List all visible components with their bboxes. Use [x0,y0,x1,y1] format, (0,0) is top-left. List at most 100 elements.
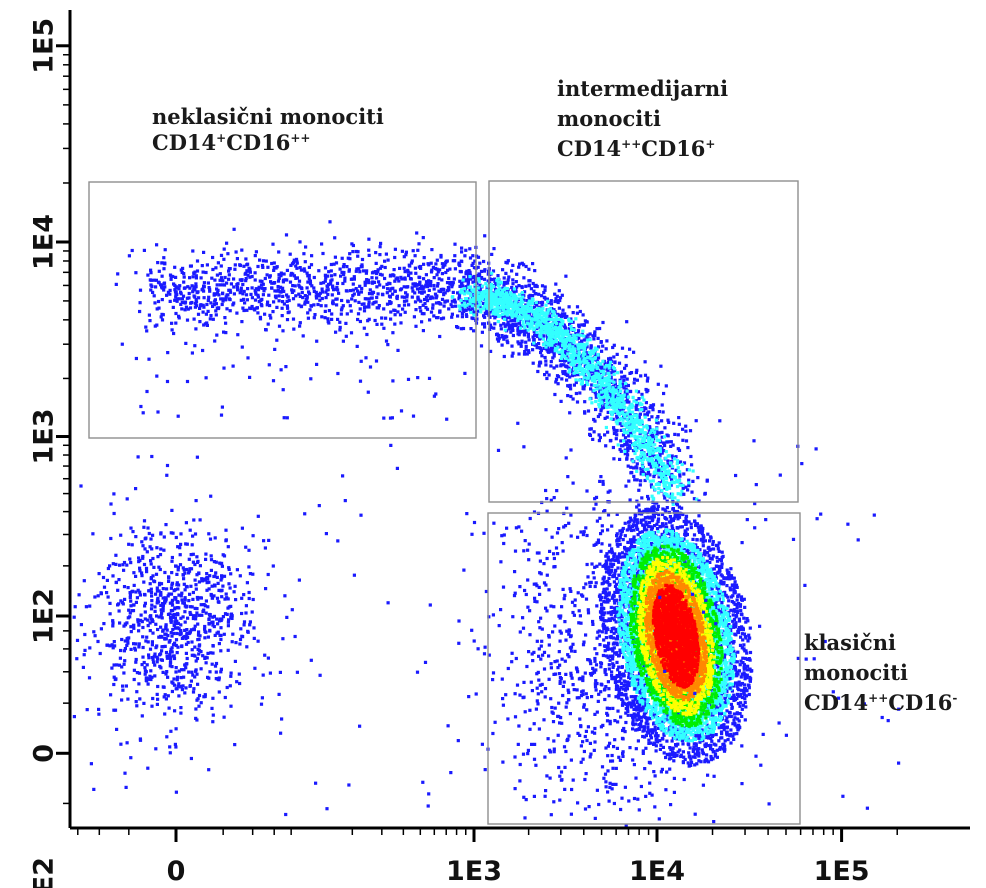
data-point [178,284,182,288]
data-point [367,300,371,304]
data-point [612,405,616,409]
data-point [156,596,160,600]
data-point [403,270,407,274]
data-point [356,250,360,254]
data-point [651,485,655,489]
data-point [409,261,414,265]
data-point [552,739,556,743]
data-point [567,347,571,352]
data-point [634,370,638,375]
data-point [197,637,201,641]
data-point [664,456,668,460]
data-point [191,616,195,621]
data-point [155,307,159,311]
data-point [555,331,559,335]
data-point [232,285,236,289]
data-point [220,561,224,565]
data-point [333,287,337,291]
data-point [195,555,199,559]
data-point [600,378,605,383]
data-point [211,623,215,627]
data-point [618,411,622,415]
data-point [329,279,333,283]
data-point [498,286,502,290]
data-point [405,299,409,303]
data-point [407,273,411,278]
data-point [157,615,161,619]
data-point [265,273,269,277]
data-point [184,341,188,345]
data-point [229,616,233,620]
data-point [155,660,159,664]
data-point [601,359,605,363]
data-point [481,322,485,326]
data-point [563,659,567,663]
data-point [393,308,397,313]
data-point [639,374,643,378]
data-point [277,299,281,303]
data-point [207,295,211,299]
data-point [165,656,169,660]
data-point [197,652,201,656]
data-point [151,631,155,635]
data-point [372,300,376,305]
data-point [275,289,279,293]
data-point [363,297,367,301]
data-point [238,263,242,267]
data-point [174,727,178,731]
data-point [596,373,601,377]
data-point [623,366,627,370]
data-point [211,696,215,700]
data-point [587,805,591,809]
data-point [362,302,366,306]
data-point [197,644,201,648]
data-point [593,497,597,501]
data-point [577,378,581,382]
data-point [473,287,477,291]
data-point [183,610,187,614]
data-point [593,419,597,423]
data-point [346,256,350,260]
data-point [310,254,314,258]
data-point [248,375,252,379]
data-point [153,580,157,584]
data-point [453,267,457,271]
data-point [493,322,497,326]
data-point [134,487,138,491]
data-point [601,365,605,369]
data-point [362,326,366,330]
data-point [409,277,413,281]
data-point [343,276,347,280]
data-point [183,596,187,600]
data-point [510,325,515,329]
data-point [592,430,596,434]
data-point [591,334,595,338]
data-point [567,358,571,362]
data-point [607,357,611,361]
data-point [151,533,155,537]
data-point [206,605,210,609]
data-point [137,642,141,646]
data-point [317,292,321,297]
data-point [567,361,571,365]
data-point [145,329,149,333]
data-point [604,403,608,407]
data-point [582,359,586,363]
data-point [490,252,494,256]
data-point [238,574,242,578]
data-point [119,648,123,653]
data-point [174,670,178,674]
data-point [208,629,212,633]
data-point [614,437,618,441]
data-point [183,571,187,575]
data-point [628,405,632,409]
data-point [638,446,642,451]
data-point [270,281,274,285]
data-point [576,356,581,360]
data-point [621,418,625,422]
data-point [629,415,633,419]
data-point [163,693,167,697]
data-point [149,677,153,682]
data-point [207,587,211,591]
data-point [343,279,347,283]
